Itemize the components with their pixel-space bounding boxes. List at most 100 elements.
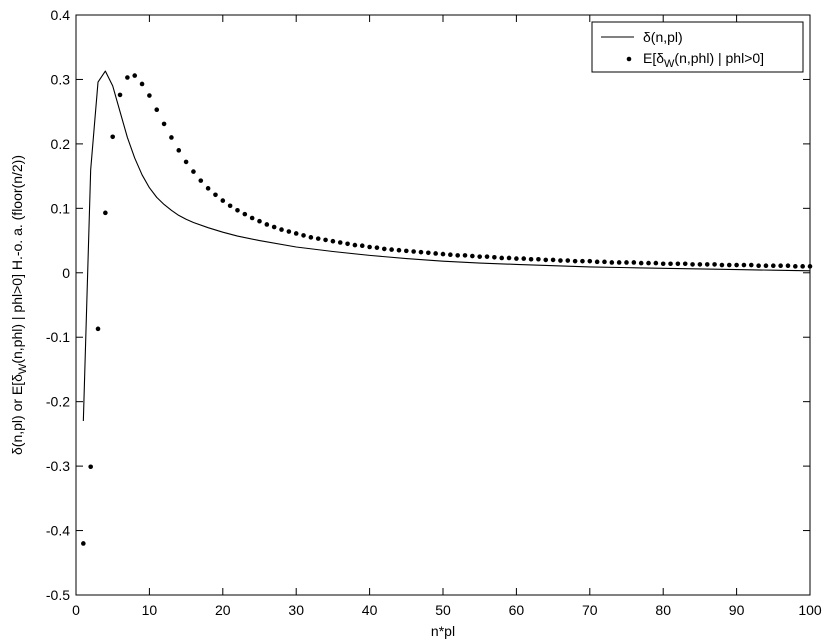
data-point bbox=[697, 262, 703, 267]
y-tick-label: 0.4 bbox=[51, 7, 71, 23]
y-tick-label: -0.1 bbox=[46, 329, 70, 345]
data-point bbox=[271, 224, 277, 230]
legend-label-dots-sub: W bbox=[664, 58, 675, 70]
y-tick-label: -0.5 bbox=[46, 587, 70, 603]
data-point bbox=[132, 73, 138, 78]
legend-label-dots-rest: (n,phl) | phl>0] bbox=[674, 50, 764, 66]
data-point bbox=[726, 262, 732, 268]
data-point bbox=[602, 259, 607, 265]
data-point bbox=[660, 261, 666, 267]
y-axis-title-main: δ(n,pl) or E[δ bbox=[9, 374, 25, 455]
legend-label-dots: E[δW(n,phl) | phl>0] bbox=[643, 50, 764, 70]
data-point bbox=[213, 192, 218, 198]
data-point bbox=[734, 262, 739, 268]
series-line-delta bbox=[82, 70, 811, 422]
data-point bbox=[756, 263, 761, 268]
x-tick-label: 0 bbox=[72, 602, 80, 618]
x-tick-label: 80 bbox=[655, 602, 671, 618]
data-point bbox=[587, 258, 593, 264]
data-point bbox=[682, 261, 688, 267]
data-point bbox=[257, 218, 262, 224]
y-axis-title: δ(n,pl) or E[δW(n,phl) | phl>0] H.-o. a.… bbox=[9, 155, 29, 455]
data-point bbox=[609, 260, 615, 265]
data-point bbox=[763, 263, 769, 268]
data-point bbox=[558, 258, 563, 263]
data-point bbox=[411, 249, 416, 254]
data-point bbox=[352, 242, 358, 248]
data-point bbox=[470, 253, 475, 259]
data-point bbox=[359, 243, 365, 249]
legend: δ(n,pl) E[δW(n,phl) | phl>0] bbox=[591, 21, 804, 73]
data-point bbox=[748, 262, 754, 268]
data-point bbox=[183, 159, 189, 165]
y-axis-title-rest: (n,phl) | phl>0] H.-o. a. (floor(n/2)) bbox=[9, 155, 25, 364]
data-point bbox=[323, 237, 328, 243]
legend-label-dots-main: E[δ bbox=[643, 50, 664, 66]
data-point bbox=[367, 244, 372, 250]
data-point bbox=[484, 254, 490, 259]
data-point bbox=[741, 262, 747, 268]
data-point bbox=[191, 169, 196, 174]
data-point bbox=[169, 135, 174, 140]
y-tick-label: 0.3 bbox=[51, 71, 71, 87]
data-point bbox=[95, 326, 101, 332]
data-point bbox=[646, 260, 651, 266]
y-tick-labels: -0.5 -0.4 -0.3 -0.2 -0.1 0 0.1 0.2 0.3 0.4 bbox=[46, 7, 70, 603]
data-point bbox=[161, 121, 167, 127]
data-point bbox=[117, 92, 123, 98]
y-tick-label: 0.2 bbox=[51, 136, 71, 152]
data-point bbox=[719, 262, 725, 268]
data-point bbox=[675, 261, 681, 267]
data-point bbox=[624, 260, 629, 265]
data-point bbox=[800, 264, 805, 269]
data-point bbox=[286, 229, 292, 234]
data-point bbox=[536, 256, 541, 262]
data-point bbox=[572, 258, 578, 264]
data-point bbox=[448, 252, 453, 258]
data-point bbox=[631, 260, 637, 265]
data-point bbox=[506, 255, 512, 261]
data-point bbox=[793, 264, 798, 269]
data-point bbox=[389, 247, 394, 252]
data-point bbox=[668, 261, 673, 267]
data-point bbox=[103, 210, 108, 216]
y-tick-label: 0 bbox=[62, 265, 70, 281]
data-point bbox=[147, 93, 152, 98]
data-point bbox=[778, 263, 783, 268]
y-axis-title-sub: W bbox=[17, 363, 29, 374]
data-point bbox=[404, 248, 409, 254]
data-point bbox=[462, 253, 468, 258]
x-tick-labels: 0 10 20 30 40 50 60 70 80 90 100 bbox=[72, 602, 822, 618]
data-point bbox=[528, 256, 534, 262]
data-point bbox=[807, 264, 813, 269]
data-point bbox=[690, 262, 695, 267]
x-tick-label: 30 bbox=[288, 602, 304, 618]
data-point bbox=[249, 215, 255, 221]
data-point bbox=[308, 235, 314, 240]
data-point bbox=[125, 75, 130, 80]
data-point bbox=[279, 227, 284, 232]
data-point bbox=[477, 254, 483, 259]
legend-dot-swatch bbox=[626, 56, 632, 62]
data-point bbox=[550, 257, 556, 263]
data-point bbox=[139, 81, 145, 87]
data-point bbox=[580, 258, 585, 264]
y-tick-label: -0.3 bbox=[46, 458, 70, 474]
data-point bbox=[235, 207, 240, 213]
data-point bbox=[433, 251, 438, 256]
x-tick-label: 60 bbox=[509, 602, 525, 618]
data-point bbox=[594, 259, 600, 265]
series-layer bbox=[81, 70, 813, 546]
y-tick-label: -0.4 bbox=[46, 523, 70, 539]
data-point bbox=[704, 262, 710, 267]
data-point bbox=[264, 222, 270, 227]
data-point bbox=[455, 253, 460, 258]
x-tick-label: 10 bbox=[142, 602, 158, 618]
data-point bbox=[374, 245, 380, 250]
data-point bbox=[418, 249, 424, 255]
data-point bbox=[242, 211, 248, 217]
x-tick-label: 40 bbox=[362, 602, 378, 618]
y-tick-label: 0.1 bbox=[51, 200, 71, 216]
data-point bbox=[110, 134, 115, 140]
